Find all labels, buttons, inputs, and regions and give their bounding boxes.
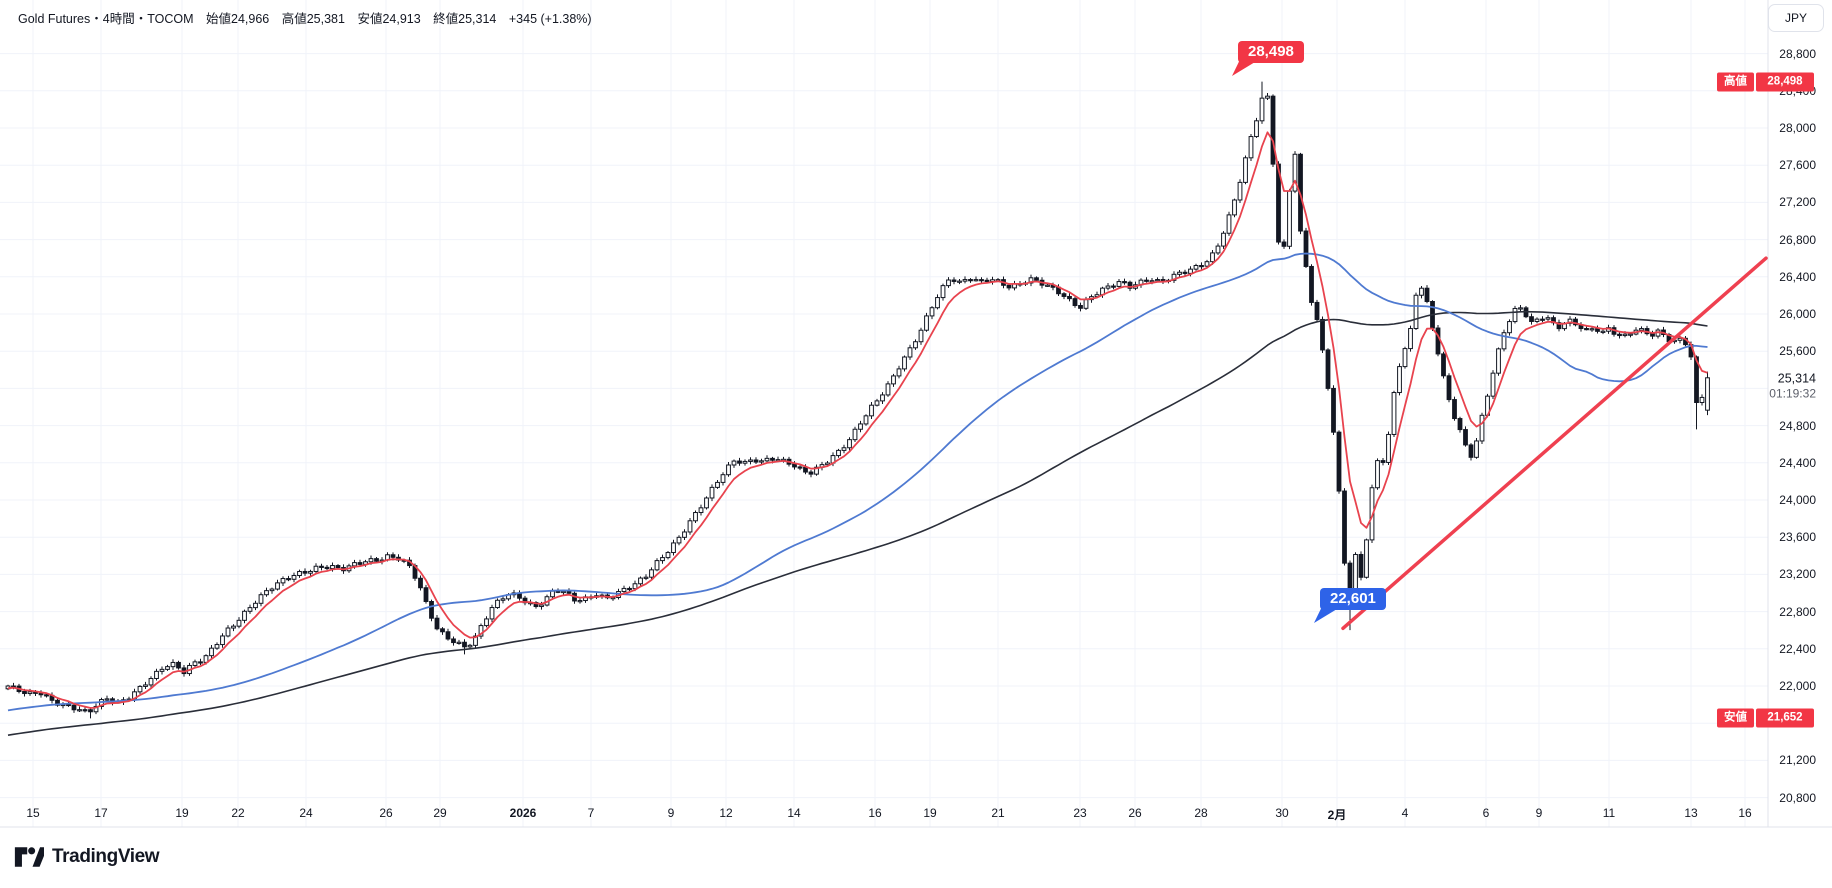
y-axis-label: 25,600	[1776, 344, 1816, 359]
ohlc-change: +345 (+1.38%)	[508, 12, 592, 26]
x-axis-label: 9	[667, 806, 675, 820]
low-price-callout[interactable]: 22,601	[1314, 588, 1386, 623]
y-axis-label: 22,800	[1776, 604, 1816, 619]
x-axis-label: 19	[923, 806, 937, 820]
x-axis-label: 30	[1275, 806, 1289, 820]
y-axis-label: 26,400	[1776, 269, 1816, 284]
medium-ma	[7, 252, 1708, 712]
y-axis-label: 22,000	[1776, 679, 1816, 693]
x-axis-label: 15	[26, 806, 40, 820]
y-axis-label: 27,200	[1776, 195, 1816, 210]
y-axis-label: 28,000	[1776, 121, 1816, 135]
x-axis-label: 23	[1073, 806, 1087, 820]
period-high-badge: 高値 28,498	[1717, 72, 1814, 92]
ohlc-open: 始値24,966	[206, 12, 270, 26]
slow-ma	[7, 310, 1708, 736]
y-axis-label: 28,800	[1776, 46, 1816, 61]
fast-ma	[7, 131, 1708, 709]
x-axis-label: 6	[1482, 806, 1490, 820]
y-axis-label: 23,600	[1776, 530, 1816, 545]
symbol-header: Gold Futures・4時間・TOCOM 始値24,966 高値25,381…	[18, 8, 601, 27]
x-axis-label: 2月	[1327, 808, 1347, 822]
ohlc-high: 高値25,381	[281, 12, 345, 26]
y-axis-label: 24,000	[1776, 493, 1816, 507]
tradingview-logo[interactable]: TradingView	[14, 845, 160, 869]
x-axis-label: 16	[868, 806, 882, 820]
y-axis-label: 23,200	[1776, 567, 1816, 582]
y-axis-label: 22,400	[1776, 641, 1816, 656]
x-axis-label: 26	[379, 806, 393, 820]
tradingview-logo-mark	[14, 847, 44, 867]
high-badge-tag: 高値	[1717, 72, 1754, 92]
y-axis-label: 26,800	[1776, 232, 1816, 247]
x-axis-label: 21	[991, 806, 1005, 820]
high-callout-text: 28,498	[1238, 41, 1304, 63]
ohlc-low: 安値24,913	[357, 12, 421, 26]
y-axis-label: 24,800	[1776, 418, 1816, 433]
x-axis-label: 14	[787, 806, 801, 820]
x-axis-label: 19	[175, 806, 189, 820]
x-axis-label: 9	[1535, 806, 1543, 820]
symbol-title: Gold Futures・4時間・TOCOM	[18, 12, 194, 26]
x-axis-label: 26	[1128, 806, 1142, 820]
currency-toggle-button[interactable]: JPY	[1768, 4, 1824, 32]
x-axis-label: 7	[587, 806, 595, 820]
ohlc-close: 終値25,314	[433, 12, 497, 26]
x-axis-label: 13	[1684, 806, 1698, 820]
x-axis-label: 16	[1738, 806, 1752, 820]
x-axis-label: 2026	[509, 806, 537, 820]
x-axis-label: 12	[719, 806, 733, 820]
x-axis-label: 28	[1194, 806, 1208, 820]
bar-countdown: 01:19:32	[1769, 386, 1816, 401]
period-low-badge: 安値 21,652	[1717, 708, 1814, 728]
x-axis-label: 4	[1401, 806, 1409, 820]
current-price-label: 25,314 01:19:32	[1769, 371, 1816, 401]
x-axis-label: 29	[433, 806, 447, 820]
x-axis-label: 11	[1602, 806, 1616, 820]
x-axis-label: 17	[94, 806, 108, 820]
x-axis-label: 24	[299, 806, 313, 820]
high-badge-value: 28,498	[1756, 72, 1814, 92]
low-badge-value: 21,652	[1756, 708, 1814, 728]
tradingview-logo-text: TradingView	[52, 846, 160, 867]
low-badge-tag: 安値	[1717, 708, 1754, 728]
current-price-value: 25,314	[1777, 371, 1816, 386]
y-axis-label: 21,200	[1776, 753, 1816, 768]
y-axis-label: 20,800	[1776, 790, 1816, 805]
low-callout-text: 22,601	[1320, 588, 1386, 610]
x-axis-label: 22	[231, 806, 245, 820]
high-price-callout[interactable]: 28,498	[1232, 41, 1304, 76]
y-axis-label: 24,400	[1776, 455, 1816, 470]
y-axis-label: 26,000	[1776, 307, 1816, 321]
y-axis-label: 27,600	[1776, 158, 1816, 173]
trend-line	[1341, 256, 1768, 631]
